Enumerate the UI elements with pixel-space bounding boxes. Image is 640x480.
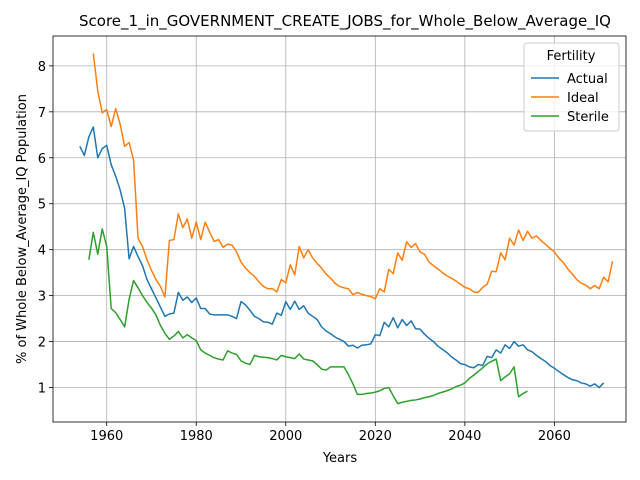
series-lines [79, 53, 614, 405]
series-line-sterile [88, 228, 528, 405]
plot-frame [52, 35, 627, 423]
legend-label-actual: Actual [567, 72, 608, 87]
y-tick-label: 5 [38, 198, 46, 213]
series-line-actual [79, 126, 605, 389]
y-tick-label: 4 [38, 244, 46, 259]
legend-box [523, 42, 620, 132]
legend-title: Fertility [547, 49, 596, 64]
legend-label-ideal: Ideal [567, 91, 599, 106]
gridlines [53, 36, 626, 422]
y-tick-label: 2 [38, 336, 46, 351]
x-tick-label: 1960 [90, 429, 123, 444]
x-tick-label: 2060 [538, 429, 571, 444]
y-tick-label: 8 [38, 60, 46, 75]
y-tick-label: 1 [38, 382, 46, 397]
y-tick-label: 3 [38, 290, 46, 305]
y-tick-label: 6 [38, 152, 46, 167]
x-tick-label: 1980 [180, 429, 213, 444]
x-axis-label: Years [322, 451, 358, 466]
x-tick-label: 2020 [359, 429, 392, 444]
x-tick-label: 2000 [269, 429, 302, 444]
y-axis-label: % of Whole Below_Average_IQ Population [15, 94, 30, 364]
legend-label-sterile: Sterile [567, 110, 609, 125]
legend: Fertility Actual Ideal Sterile [523, 42, 620, 132]
axis-ticks: 1960 1980 2000 2020 2040 2060 1 2 3 4 5 6 7 8 [38, 60, 571, 444]
y-tick-label: 7 [38, 106, 46, 121]
chart-title: Score_1_in_GOVERNMENT_CREATE_JOBS_for_Wh… [79, 12, 611, 31]
series-line-ideal [92, 53, 614, 300]
x-tick-label: 2040 [448, 429, 481, 444]
